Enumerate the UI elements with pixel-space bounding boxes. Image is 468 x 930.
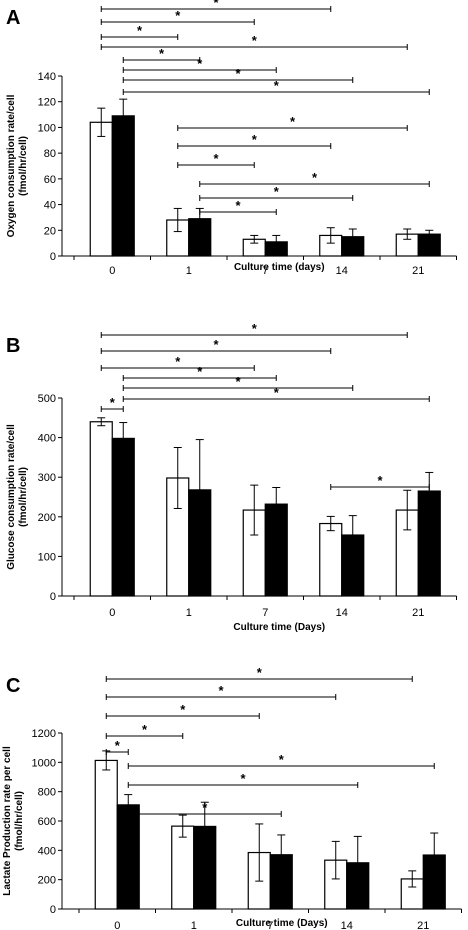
x-tick-label-0: 1	[186, 265, 192, 277]
significance-star: *	[213, 151, 219, 166]
bar-white	[89, 421, 113, 597]
y-tick-label-1: 300	[38, 472, 56, 484]
significance-star: *	[197, 56, 203, 71]
y-tick-label-1: 400	[38, 433, 56, 445]
significance-star: *	[213, 337, 219, 352]
significance-star: *	[252, 33, 258, 48]
bar-black	[111, 115, 135, 257]
bar-black	[111, 437, 135, 597]
significance-star: *	[142, 722, 148, 737]
significance-star: *	[235, 198, 241, 213]
y-tick-label-2: 1200	[32, 728, 56, 740]
x-tick-label-1: 1	[186, 607, 192, 619]
significance-star: *	[377, 473, 383, 488]
x-axis-title-1: Culture time (Days)	[233, 622, 325, 633]
significance-star: *	[312, 170, 318, 185]
x-tick-label-1: 7	[262, 607, 268, 619]
significance-star: *	[279, 752, 285, 767]
y-tick-label-0: 120	[38, 97, 56, 109]
panel-letter-b: B	[6, 335, 20, 357]
y-axis-title-1: Glucose consumption rate/cell	[6, 424, 17, 570]
x-tick-label-1: 0	[109, 607, 115, 619]
significance-star: *	[235, 374, 241, 389]
y-tick-label-0: 100	[38, 122, 56, 134]
x-tick-label-2: 14	[341, 920, 353, 930]
x-tick-label-1: 21	[412, 607, 424, 619]
y-axis-title-1: (fmol/hr/cell)	[18, 467, 29, 527]
y-tick-label-1: 500	[38, 393, 56, 405]
x-tick-label-0: 7	[262, 265, 268, 277]
significance-star: *	[274, 184, 280, 199]
y-tick-label-0: 60	[44, 174, 56, 186]
significance-star: *	[202, 800, 208, 815]
panel-letter-c: C	[6, 675, 20, 697]
y-tick-label-0: 140	[38, 71, 56, 83]
y-axis-title-0: Oxygen consumption rate/cell	[6, 94, 17, 237]
x-axis-title-2: Culture time (Days)	[236, 918, 328, 929]
y-tick-label-0: 20	[44, 225, 56, 237]
y-tick-label-0: 40	[44, 200, 56, 212]
significance-star: *	[218, 683, 224, 698]
significance-star: *	[213, 0, 219, 10]
x-tick-label-1: 14	[336, 607, 348, 619]
y-axis-title-2: (fmol/hr/cell)	[14, 791, 25, 851]
y-tick-label-2: 1000	[32, 757, 56, 769]
significance-star: *	[257, 665, 263, 680]
y-axis-title-0: (fmol/hr/cell)	[18, 136, 29, 196]
significance-star: *	[290, 114, 296, 129]
significance-star: *	[159, 46, 165, 61]
significance-star: *	[115, 738, 121, 753]
y-tick-label-1: 200	[38, 512, 56, 524]
x-tick-label-2: 0	[114, 920, 120, 930]
y-tick-label-2: 400	[38, 845, 56, 857]
y-tick-label-2: 200	[38, 875, 56, 887]
significance-star: *	[197, 364, 203, 379]
x-tick-label-2: 1	[191, 920, 197, 930]
bar-white	[319, 522, 343, 597]
bar-white	[89, 121, 113, 257]
significance-star: *	[235, 66, 241, 81]
bar-white	[94, 759, 118, 910]
significance-star: *	[110, 395, 116, 410]
y-tick-label-1: 0	[50, 591, 56, 603]
x-tick-label-2: 21	[417, 920, 429, 930]
y-tick-label-2: 600	[38, 816, 56, 828]
y-tick-label-2: 800	[38, 787, 56, 799]
significance-star: *	[274, 78, 280, 93]
y-tick-label-2: 0	[50, 904, 56, 916]
significance-star: *	[252, 321, 258, 336]
significance-star: *	[274, 385, 280, 400]
x-axis-title-0: Culture time (days)	[234, 262, 325, 273]
significance-star: *	[175, 354, 181, 369]
x-tick-label-2: 7	[267, 920, 273, 930]
y-tick-label-0: 0	[50, 251, 56, 263]
x-tick-label-0: 0	[109, 265, 115, 277]
y-axis-title-2: Lactate Production rate per cell	[2, 746, 13, 896]
significance-star: *	[137, 23, 143, 38]
bar-black	[116, 804, 140, 910]
panel-letter-a: A	[6, 7, 20, 29]
x-tick-label-0: 14	[336, 265, 348, 277]
significance-star: *	[180, 702, 186, 717]
bar-white	[171, 825, 195, 910]
significance-star: *	[175, 8, 181, 23]
significance-star: *	[240, 771, 246, 786]
y-tick-label-0: 80	[44, 148, 56, 160]
x-tick-label-0: 21	[412, 265, 424, 277]
significance-star: *	[252, 132, 258, 147]
y-tick-label-1: 100	[38, 551, 56, 563]
